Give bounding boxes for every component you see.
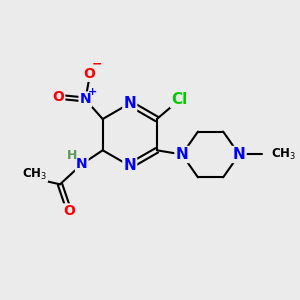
Text: H: H: [68, 149, 78, 162]
Text: CH$_3$: CH$_3$: [22, 167, 47, 182]
Text: N: N: [123, 96, 136, 111]
Text: O: O: [52, 90, 64, 104]
Text: O: O: [63, 204, 75, 218]
Text: N: N: [80, 92, 91, 106]
Text: N: N: [123, 158, 136, 173]
Text: CH$_3$: CH$_3$: [271, 147, 296, 162]
Text: N: N: [176, 147, 188, 162]
Text: O: O: [84, 67, 95, 81]
Text: +: +: [88, 87, 97, 97]
Text: −: −: [92, 58, 102, 70]
Text: N: N: [76, 157, 88, 171]
Text: Cl: Cl: [171, 92, 187, 107]
Text: N: N: [233, 147, 245, 162]
